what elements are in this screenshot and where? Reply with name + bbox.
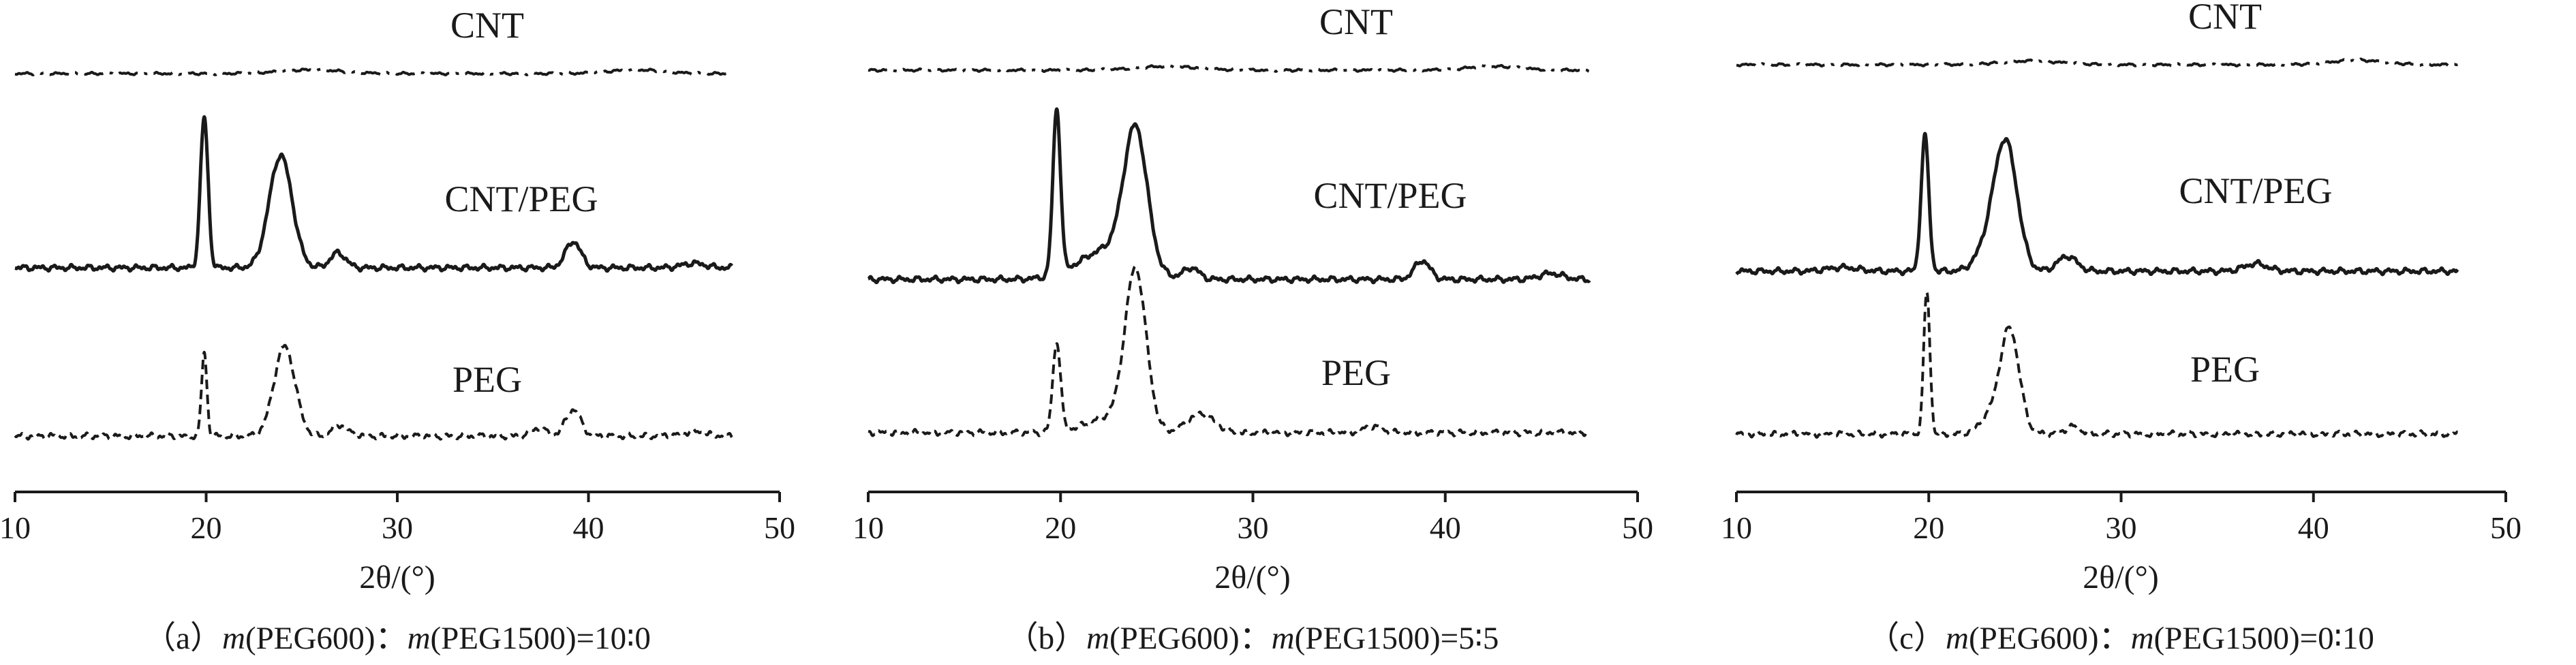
- panel-c-caption: （c）m(PEG600)：m(PEG1500)=0∶10: [1867, 621, 2374, 656]
- panel-b-label-cnt-peg: CNT/PEG: [1313, 175, 1467, 216]
- panel-a-label-cnt-peg: CNT/PEG: [444, 179, 598, 219]
- panel-b-x-axis-label: 2θ/(°): [1214, 559, 1291, 596]
- panel-a-trace-cnt: [14, 67, 733, 76]
- panel-a-tick-label: 50: [764, 510, 795, 545]
- panel-b-tick-label: 50: [1622, 510, 1653, 545]
- panel-c-trace-cnt-peg: [1735, 132, 2459, 277]
- panel-a-tick-label: 10: [0, 510, 31, 545]
- panel-b-caption: （b）m(PEG600)：m(PEG1500)=5∶5: [1007, 621, 1499, 656]
- panel-c-x-axis-label: 2θ/(°): [2083, 559, 2159, 596]
- panel-c-trace-cnt: [1735, 57, 2459, 67]
- panel-c-trace-peg: [1735, 290, 2459, 439]
- panel-a-tick-label: 20: [191, 510, 222, 545]
- panel-b-tick-label: 10: [853, 510, 884, 545]
- panel-a-label-peg: PEG: [453, 359, 522, 400]
- panel-c-tick-label: 40: [2298, 510, 2329, 545]
- panel-c: CNT CNT/PEG PEG 10 20 30 40 50 2θ/(°) （c…: [1721, 0, 2521, 656]
- panel-c-tick-label: 20: [1913, 510, 1944, 545]
- panel-a-tick-label: 40: [573, 510, 604, 545]
- panel-b-tick-label: 40: [1430, 510, 1461, 545]
- panel-c-label-peg: PEG: [2190, 349, 2260, 390]
- panel-c-tick-label: 30: [2106, 510, 2137, 545]
- panel-c-tick-label: 50: [2490, 510, 2521, 545]
- panel-c-tick-label: 10: [1721, 510, 1752, 545]
- panel-b-tick-label: 30: [1238, 510, 1269, 545]
- panel-b-trace-cnt: [867, 63, 1591, 73]
- panel-a-trace-cnt-peg: [14, 115, 733, 273]
- panel-a-trace-peg: [14, 343, 733, 441]
- panel-a-tick-label: 30: [382, 510, 413, 545]
- panel-b-label-peg: PEG: [1321, 352, 1391, 393]
- panel-b-tick-label: 20: [1045, 510, 1076, 545]
- panel-b: CNT CNT/PEG PEG 10 20 30 40 50 2θ/(°) （b…: [853, 1, 1653, 656]
- panel-a-x-axis-label: 2θ/(°): [359, 559, 435, 596]
- panel-a-caption: （a）m(PEG600)：m(PEG1500)=10∶0: [144, 621, 651, 656]
- panel-c-label-cnt-peg: CNT/PEG: [2179, 170, 2332, 211]
- panel-a: CNT CNT/PEG PEG 10 20 30 40 50 2θ/(°) （a…: [0, 5, 795, 656]
- panel-b-trace-peg: [867, 265, 1591, 437]
- panel-b-trace-cnt-peg: [867, 107, 1591, 285]
- panel-c-label-cnt: CNT: [2188, 0, 2262, 37]
- panel-a-label-cnt: CNT: [450, 5, 524, 46]
- panel-b-label-cnt: CNT: [1319, 1, 1393, 42]
